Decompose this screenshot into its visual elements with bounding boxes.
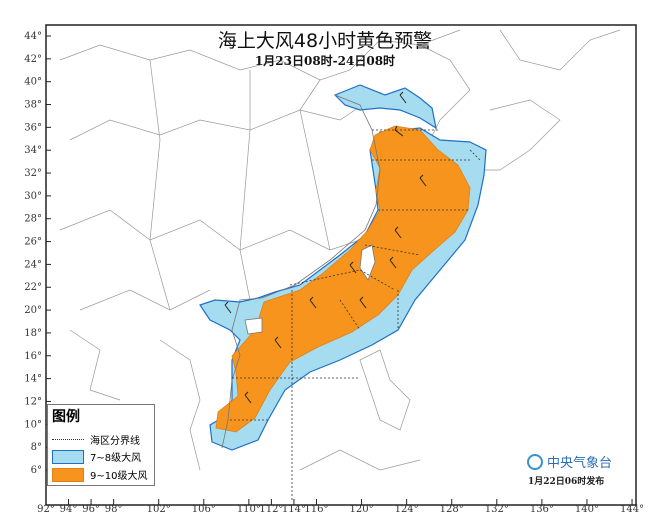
longitude-label: 140°: [575, 504, 599, 515]
legend-item-boundary: 海区分界线: [52, 432, 140, 447]
latitude-label: 18°: [24, 328, 42, 339]
dotted-line-swatch: [52, 439, 84, 440]
legend-title: 图例: [52, 409, 80, 425]
legend-item-gale-9-10: 9~10级大风: [52, 467, 147, 482]
longitude-label: 98°: [105, 504, 123, 515]
latitude-label: 28°: [24, 214, 42, 225]
longitude-label: 96°: [82, 504, 100, 515]
latitude-label: 24°: [24, 259, 42, 270]
gale-9-10-area: [215, 125, 471, 433]
longitude-label: 114°: [282, 504, 306, 515]
wind-barbs: [224, 91, 427, 404]
latitude-label: 6°: [31, 465, 42, 476]
latitude-label: 44°: [24, 31, 42, 42]
coastline: [221, 94, 381, 449]
latitude-label: 20°: [24, 305, 42, 316]
longitude-label: 124°: [395, 504, 419, 515]
latitude-label: 32°: [24, 168, 42, 179]
latitude-label: 16°: [24, 351, 42, 362]
longitude-axis: 92° 94° 96° 98° 102° 106° 110°112°114°116° 120°…: [37, 499, 644, 515]
latitude-label: 36°: [24, 122, 42, 133]
longitude-label: 120°: [350, 504, 374, 515]
issued-time: 1月22日06时发布: [528, 477, 605, 487]
hainan: [244, 317, 263, 335]
land-boundaries: [59, 29, 621, 471]
cma-logo: 中央气象台: [527, 452, 612, 471]
latitude-label: 38°: [24, 100, 42, 111]
sea-area-boundaries: [230, 129, 481, 500]
longitude-label: 92°: [37, 504, 55, 515]
longitude-label: 116°: [304, 504, 328, 515]
latitude-label: 30°: [24, 191, 42, 202]
color-swatch: [52, 449, 84, 464]
legend: 图例 海区分界线 7~8级大风 9~10级大风: [47, 404, 155, 486]
latitude-label: 42°: [24, 54, 42, 65]
latitude-label: 10°: [24, 419, 42, 430]
longitude-label: 106°: [192, 504, 216, 515]
latitude-label: 34°: [24, 145, 42, 156]
longitude-label: 144°: [620, 504, 644, 515]
latitude-label: 8°: [31, 442, 42, 453]
latitude-label: 14°: [24, 374, 42, 385]
longitude-label: 112°: [259, 504, 283, 515]
latitude-label: 12°: [24, 396, 42, 407]
latitude-label: 26°: [24, 237, 42, 248]
longitude-label: 94°: [60, 504, 78, 515]
latitude-label: 22°: [24, 282, 42, 293]
longitude-label: 110°: [237, 504, 261, 515]
latitude-label: 40°: [24, 77, 42, 88]
legend-item-gale-7-8: 7~8级大风: [52, 449, 141, 464]
logo-text: 中央气象台: [547, 456, 613, 471]
latitude-axis: 44° 42° 40° 38° 36° 34° 32° 30° 28° 26° 24° 22° 20° 1…: [24, 31, 51, 476]
longitude-label: 102°: [147, 504, 171, 515]
legend-label: 7~8级大风: [90, 453, 142, 464]
longitude-label: 136°: [530, 504, 554, 515]
longitude-label: 132°: [485, 504, 509, 515]
nmc-logo-icon: [527, 453, 543, 470]
legend-label: 海区分界线: [90, 436, 140, 447]
legend-label: 9~10级大风: [90, 471, 148, 482]
longitude-label: 128°: [440, 504, 464, 515]
color-swatch: [52, 467, 84, 482]
map-title: 海上大风48小时黄色预警: [217, 30, 433, 52]
valid-period: 1月23日08时-24日08时: [254, 54, 396, 68]
